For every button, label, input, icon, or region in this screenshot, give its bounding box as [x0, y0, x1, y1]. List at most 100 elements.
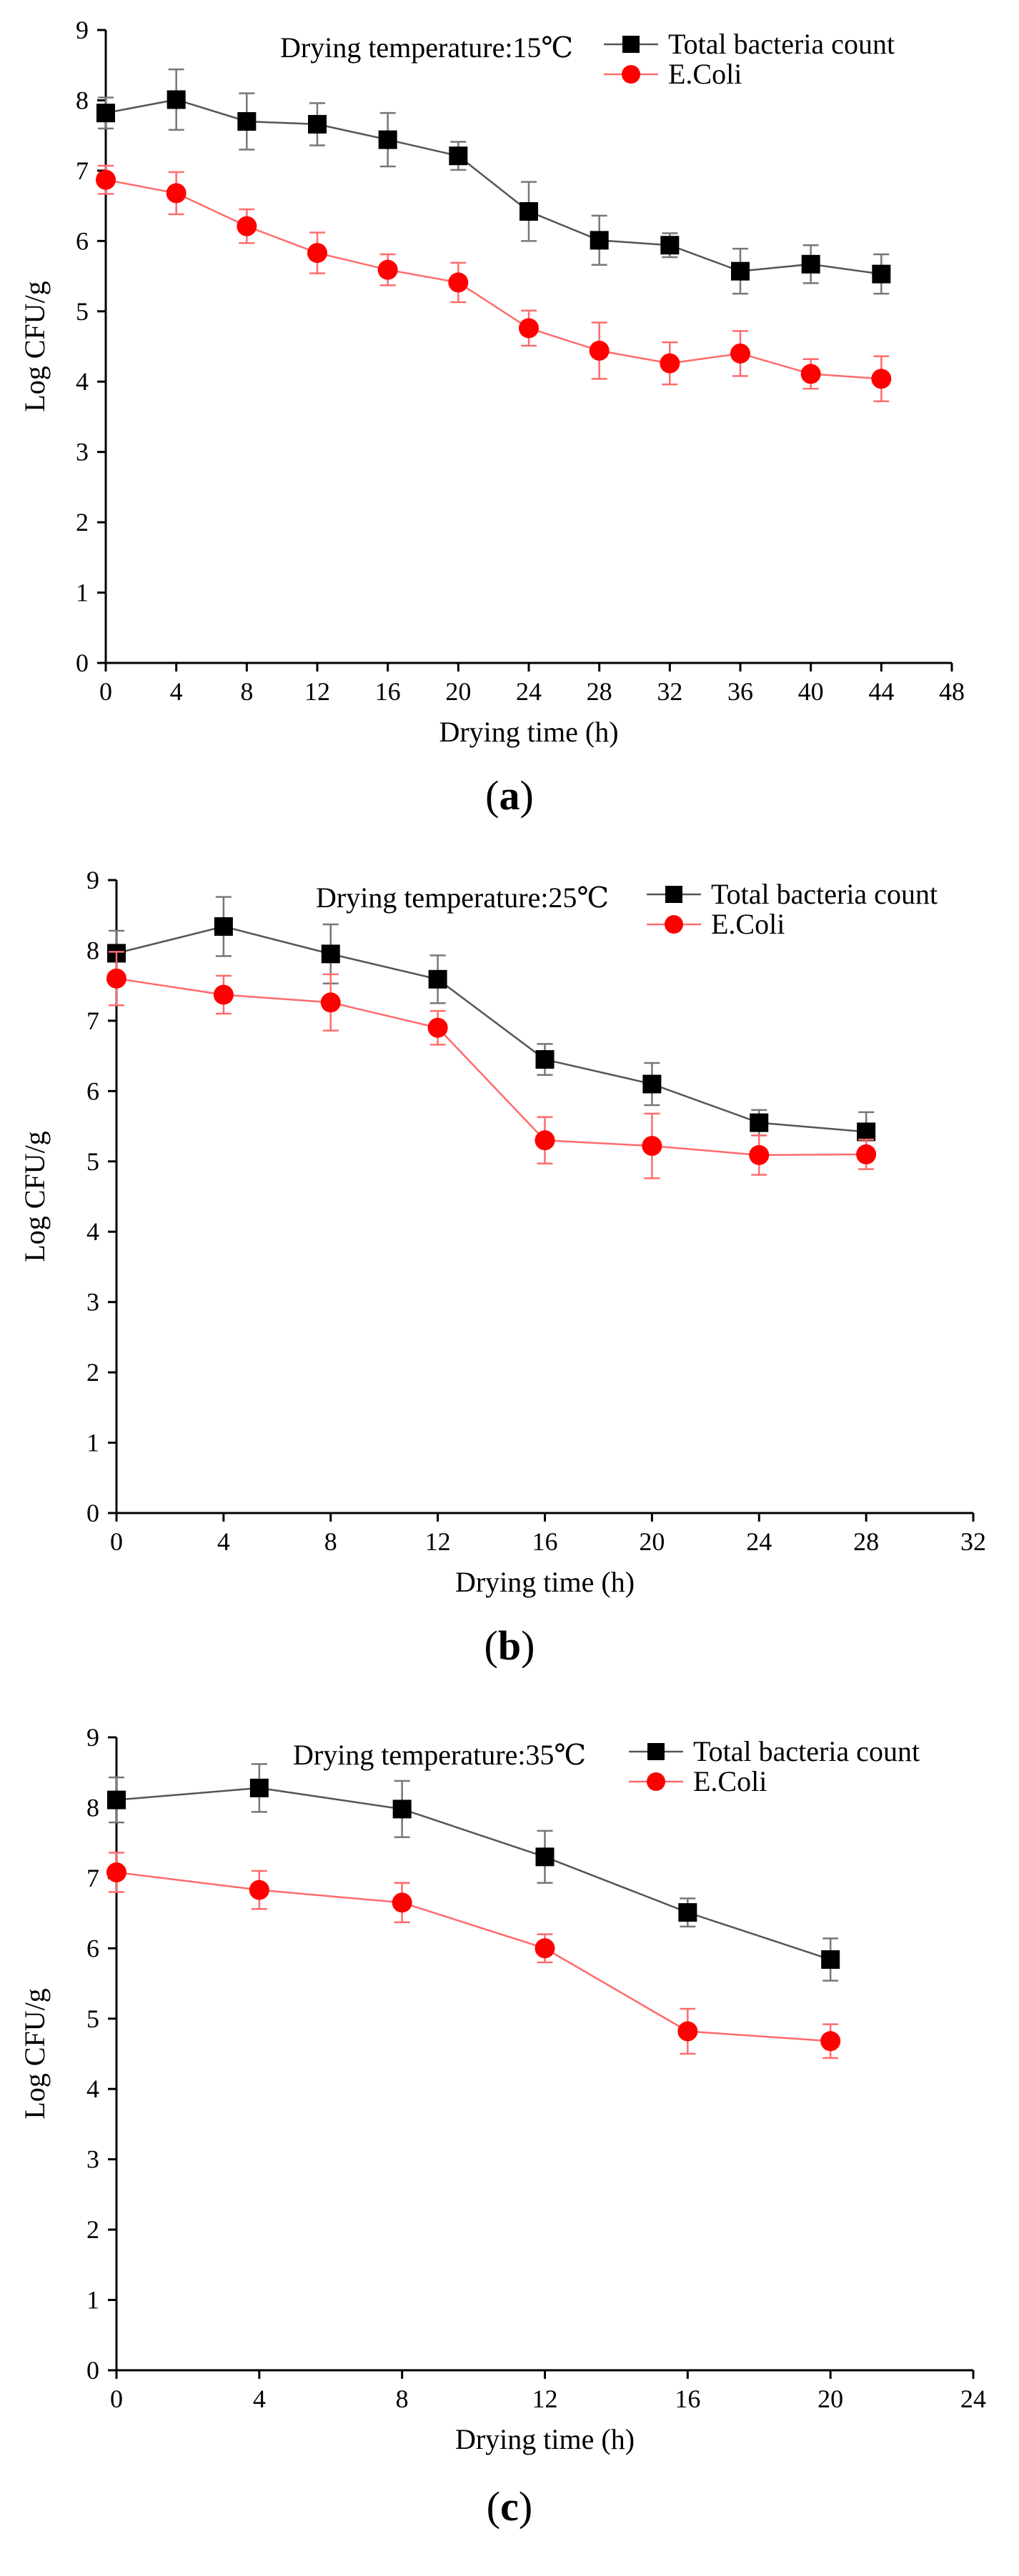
- y-tick-label: 2: [76, 508, 89, 536]
- y-tick-label: 9: [76, 16, 89, 44]
- y-tick-label: 4: [86, 2075, 99, 2103]
- x-tick-label: 12: [425, 1527, 451, 1556]
- data-point: [801, 254, 820, 274]
- data-point: [237, 111, 257, 131]
- chart-panel-b: 0 1 2 3 4 5 6 7 8 9 0 4 8 12 16 20 24 28 32 Drying time (h)…: [0, 850, 1019, 1607]
- x-tick-label: 12: [532, 2385, 558, 2413]
- panel-label-a: (a): [485, 772, 534, 819]
- chart-panel-c: 0 1 2 3 4 5 6 7 8 9 0 4 8 12 16 20 24 Drying time (h) Log …: [0, 1707, 1019, 2465]
- data-point: [821, 1950, 840, 1970]
- data-point: [519, 318, 539, 339]
- y-tick-label: 7: [86, 1864, 99, 1892]
- data-point: [249, 1778, 269, 1797]
- series-total-bacteria: [96, 68, 891, 295]
- y-tick-label: 4: [76, 367, 89, 396]
- series-line: [116, 1871, 831, 2042]
- data-point: [535, 1847, 555, 1867]
- y-axis-title: Log CFU/g: [19, 1131, 51, 1262]
- data-point: [214, 917, 233, 936]
- y-tick-label: 0: [76, 649, 89, 677]
- x-tick-label: 24: [746, 1527, 772, 1556]
- data-point: [321, 944, 340, 964]
- y-axis-title: Log CFU/g: [19, 1988, 51, 2119]
- x-axis-title: Drying time (h): [455, 1566, 635, 1598]
- data-point: [589, 340, 610, 361]
- legend-label: Total bacteria count: [693, 1735, 920, 1767]
- data-point: [308, 114, 327, 134]
- data-point: [731, 261, 750, 281]
- y-tick-label: 1: [86, 2286, 99, 2315]
- x-tick-label: 28: [587, 677, 612, 706]
- data-point: [449, 146, 468, 166]
- x-tick-label: 8: [240, 677, 253, 706]
- data-point: [857, 1122, 876, 1142]
- data-point: [660, 236, 680, 255]
- series-ecoli: [106, 1852, 841, 2060]
- y-tick-label: 1: [86, 1429, 99, 1457]
- y-tick-label: 6: [86, 1934, 99, 1962]
- data-point: [856, 1144, 877, 1164]
- legend-label: E.Coli: [693, 1765, 767, 1797]
- y-tick-label: 2: [86, 2215, 99, 2244]
- legend-marker: [647, 1772, 665, 1791]
- y-tick-label: 3: [86, 2145, 99, 2174]
- temperature-annotation: Drying temperature:15℃: [280, 31, 573, 64]
- data-point: [750, 1113, 769, 1132]
- data-point: [107, 1790, 126, 1809]
- legend-marker: [622, 36, 640, 53]
- data-point: [166, 183, 187, 204]
- x-tick-label: 20: [445, 677, 471, 706]
- data-point: [96, 169, 116, 190]
- y-tick-label: 8: [76, 86, 89, 114]
- data-point: [392, 1892, 412, 1913]
- x-tick-label: 28: [853, 1527, 879, 1556]
- x-tick-label: 20: [817, 2385, 843, 2413]
- legend-marker: [647, 1743, 665, 1760]
- legend-marker: [622, 65, 640, 84]
- data-point: [428, 969, 447, 989]
- x-tick-label: 32: [657, 677, 682, 706]
- data-point: [378, 130, 397, 149]
- y-tick-label: 5: [86, 2005, 99, 2033]
- data-point: [590, 231, 609, 250]
- x-tick-label: 4: [253, 2385, 266, 2413]
- data-point: [871, 369, 892, 389]
- y-axis-title: Log CFU/g: [19, 281, 51, 411]
- data-point: [642, 1136, 662, 1157]
- y-tick-label: 5: [86, 1147, 99, 1176]
- legend-label: E.Coli: [711, 908, 785, 940]
- legend-label: Total bacteria count: [668, 28, 895, 60]
- data-point: [427, 1017, 448, 1038]
- data-point: [106, 1862, 126, 1883]
- y-tick-label: 0: [86, 1499, 99, 1527]
- temperature-annotation: Drying temperature:25℃: [316, 882, 609, 914]
- temperature-annotation: Drying temperature:35℃: [293, 1739, 586, 1771]
- series-line: [105, 179, 882, 380]
- y-tick-label: 1: [76, 579, 89, 607]
- y-tick-label: 9: [86, 866, 99, 894]
- x-tick-label: 16: [375, 677, 401, 706]
- data-point: [166, 90, 186, 109]
- data-point: [249, 1879, 269, 1900]
- series-line: [116, 925, 867, 1133]
- legend-label: Total bacteria count: [711, 878, 938, 910]
- y-tick-label: 3: [86, 1288, 99, 1317]
- y-tick-label: 3: [76, 438, 89, 466]
- x-axis-title: Drying time (h): [439, 716, 618, 748]
- data-point: [872, 264, 891, 284]
- data-point: [749, 1144, 770, 1165]
- series-ecoli: [106, 951, 877, 1179]
- data-point: [800, 364, 821, 384]
- series-line: [116, 1787, 831, 1961]
- y-tick-label: 8: [86, 936, 99, 964]
- data-point: [642, 1074, 662, 1094]
- x-tick-label: 36: [727, 677, 753, 706]
- data-point: [106, 968, 126, 989]
- x-tick-label: 8: [396, 2385, 409, 2413]
- data-point: [237, 216, 257, 236]
- y-tick-label: 6: [86, 1077, 99, 1105]
- x-tick-label: 32: [960, 1527, 986, 1556]
- x-tick-label: 8: [324, 1527, 337, 1556]
